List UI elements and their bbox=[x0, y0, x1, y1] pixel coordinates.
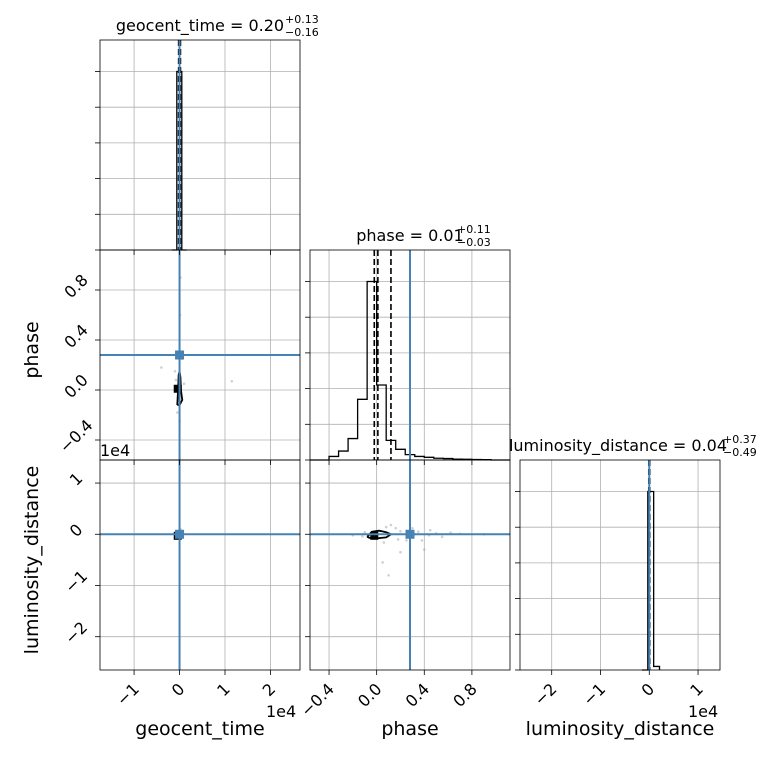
sample-point-2-1-8 bbox=[361, 535, 364, 538]
sample-point-2-1-16 bbox=[405, 539, 408, 542]
xticklabel-luminosity_distance-0: −2 bbox=[530, 679, 560, 709]
yticklabel-phase-0: −0.4 bbox=[56, 416, 97, 457]
yticklabel-luminosity_distance-1: −1 bbox=[61, 567, 91, 597]
xticklabel-phase-2: 0.4 bbox=[402, 679, 433, 710]
truth-marker-luminosity_distance-geocent_time bbox=[175, 529, 185, 539]
truth-marker-luminosity_distance-phase bbox=[405, 529, 415, 539]
sample-point-1-0-9 bbox=[174, 378, 178, 382]
offset-geocent_time-x: 1e4 bbox=[266, 702, 296, 721]
xticklabel-geocent_time-1: 0 bbox=[168, 679, 189, 700]
sample-point-2-1-0 bbox=[363, 530, 367, 534]
sample-point-2-1-7 bbox=[389, 523, 393, 527]
title-luminosity_distance-plus: +0.37 bbox=[723, 433, 757, 446]
ylabel-phase: phase bbox=[21, 321, 43, 378]
panel-luminosity_distance-phase-frame bbox=[309, 459, 511, 671]
xticklabel-luminosity_distance-2: 0 bbox=[637, 679, 658, 700]
xticklabel-phase-1: 0.0 bbox=[354, 679, 385, 710]
sample-point-2-1-21 bbox=[384, 525, 388, 529]
yticklabel-luminosity_distance-3: 1 bbox=[66, 469, 87, 490]
sample-point-2-1-23 bbox=[420, 539, 424, 542]
xticklabel-luminosity_distance-1: −1 bbox=[579, 679, 609, 709]
sample-point-1-0-8 bbox=[182, 382, 186, 386]
sample-point-2-1-14 bbox=[422, 548, 426, 551]
yticklabel-phase-3: 0.8 bbox=[60, 270, 91, 301]
offset-luminosity_distance-x: 1e4 bbox=[688, 702, 718, 721]
xlabel-phase: phase bbox=[381, 718, 438, 740]
sample-point-2-1-11 bbox=[399, 550, 402, 554]
title-luminosity_distance: luminosity_distance = 0.04 bbox=[509, 436, 727, 456]
truth-marker-phase-geocent_time bbox=[175, 350, 185, 360]
sample-point-2-1-12 bbox=[381, 561, 384, 564]
title-geocent_time-plus: +0.13 bbox=[285, 13, 319, 26]
title-phase: phase = 0.01 bbox=[356, 226, 463, 245]
xticklabel-phase-0: −0.4 bbox=[297, 679, 338, 720]
sample-point-1-0-1 bbox=[173, 369, 177, 373]
yticklabel-luminosity_distance-0: −2 bbox=[61, 618, 91, 648]
offset-luminosity_distance-y: 1e4 bbox=[100, 441, 130, 460]
title-geocent_time: geocent_time = 0.20 bbox=[116, 16, 284, 36]
title-luminosity_distance-minus: −0.49 bbox=[723, 446, 757, 459]
sample-point-2-1-1 bbox=[399, 529, 402, 533]
frames-layer bbox=[99, 39, 721, 671]
yticklabel-luminosity_distance-2: 0 bbox=[66, 520, 87, 541]
ticks-layer: −1 0 1 2 −0.4 0.0 0.4 0.8 −2 −1 0 1−0.40.00.40.8−2−… bbox=[56, 71, 707, 720]
hist-luminosity_distance bbox=[641, 490, 661, 671]
sample-point-1-0-6 bbox=[230, 379, 234, 383]
panel-luminosity_distance-geocent_time-frame bbox=[99, 459, 301, 671]
xticklabel-geocent_time-3: 2 bbox=[259, 679, 280, 700]
xticklabel-phase-3: 0.8 bbox=[449, 679, 480, 710]
sample-point-2-1-13 bbox=[387, 573, 390, 577]
xticklabel-luminosity_distance-3: 1 bbox=[686, 679, 707, 700]
yticklabel-phase-2: 0.4 bbox=[60, 320, 91, 351]
content-layer bbox=[100, 40, 661, 671]
ylabel-luminosity_distance: luminosity_distance bbox=[21, 466, 43, 655]
xticklabel-geocent_time-2: 1 bbox=[213, 679, 234, 700]
sample-point-1-0-7 bbox=[175, 411, 179, 414]
xlabel-geocent_time: geocent_time bbox=[135, 718, 264, 740]
panel-luminosity_distance-luminosity_distance-frame bbox=[519, 459, 721, 671]
sample-point-2-1-18 bbox=[440, 535, 444, 539]
sample-point-2-1-17 bbox=[428, 528, 432, 532]
title-phase-plus: +0.11 bbox=[457, 223, 491, 236]
sample-point-2-1-15 bbox=[394, 526, 398, 530]
yticklabel-phase-1: 0.0 bbox=[60, 370, 91, 401]
xticklabel-geocent_time-0: −1 bbox=[113, 679, 143, 709]
sample-point-2-1-3 bbox=[417, 530, 420, 534]
sample-point-2-1-9 bbox=[411, 526, 414, 530]
sample-point-1-0-0 bbox=[160, 366, 163, 369]
title-phase-minus: −0.03 bbox=[457, 236, 491, 249]
sample-point-2-1-6 bbox=[382, 541, 386, 544]
density-block-2 bbox=[370, 531, 379, 540]
xlabel-luminosity_distance: luminosity_distance bbox=[526, 718, 715, 740]
title-geocent_time-minus: −0.16 bbox=[285, 26, 319, 39]
sample-point-2-1-2 bbox=[396, 538, 400, 541]
